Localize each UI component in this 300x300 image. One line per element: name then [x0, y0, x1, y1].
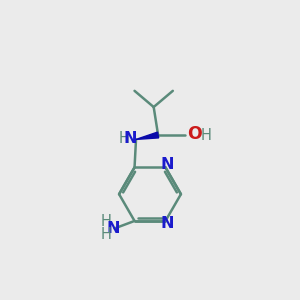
Text: H: H — [200, 128, 211, 143]
Text: H: H — [118, 131, 129, 146]
Text: H: H — [101, 227, 112, 242]
Text: N: N — [160, 216, 174, 231]
Text: N: N — [106, 221, 120, 236]
Text: O: O — [188, 125, 202, 143]
Text: N: N — [160, 157, 174, 172]
Text: H: H — [101, 214, 112, 230]
Text: N: N — [124, 131, 137, 146]
Polygon shape — [136, 132, 159, 140]
